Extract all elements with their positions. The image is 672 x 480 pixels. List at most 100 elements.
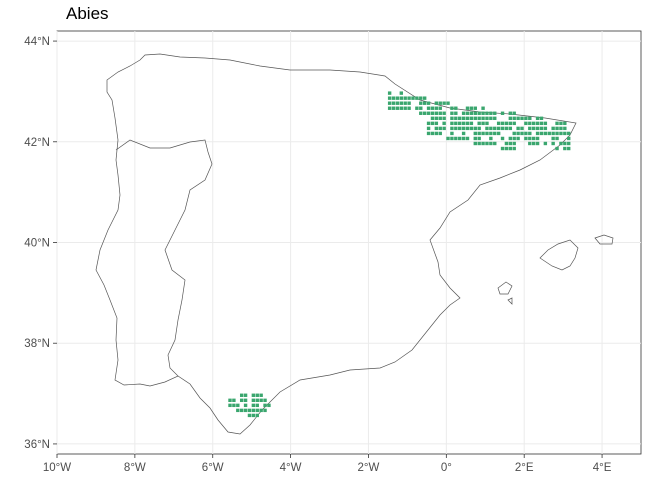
occurrence-cell — [535, 121, 540, 126]
occurrence-cell — [255, 413, 259, 418]
occurrence-cell — [551, 141, 555, 146]
occurrence-cell — [461, 136, 466, 141]
occurrence-cell — [430, 121, 435, 126]
occurrence-cell — [255, 398, 259, 403]
occurrence-cell — [493, 126, 497, 131]
occurrence-cell — [504, 126, 509, 131]
occurrence-cell — [228, 398, 232, 403]
occurrence-cell — [500, 146, 505, 151]
occurrence-cell — [543, 131, 548, 136]
occurrence-cell — [454, 121, 458, 126]
occurrence-cell — [438, 116, 442, 121]
coastline — [95, 53, 614, 435]
occurrence-cell — [419, 101, 423, 105]
occurrence-cell — [481, 141, 485, 146]
occurrence-cell — [489, 136, 493, 141]
occurrence-cell — [434, 106, 439, 110]
occurrence-cell — [403, 96, 407, 100]
occurrence-cell — [528, 121, 532, 126]
occurrence-cell — [251, 398, 256, 403]
occurrence-cell — [399, 91, 404, 95]
occurrence-cell — [267, 403, 271, 408]
y-tick-label: 44°N — [24, 36, 50, 48]
occurrence-cell — [493, 141, 497, 146]
y-tick-label: 40°N — [24, 238, 50, 250]
occurrence-cell — [450, 111, 454, 115]
occurrence-cell — [465, 111, 470, 115]
occurrence-cell — [251, 408, 256, 413]
x-tick-label: 8°W — [124, 462, 146, 474]
occurrence-cell — [236, 403, 240, 408]
occurrence-cell — [391, 101, 396, 105]
occurrence-cell — [251, 413, 256, 418]
x-tick-label: 2°E — [515, 462, 534, 474]
occurrence-cell — [535, 141, 540, 146]
occurrence-cell — [485, 131, 489, 136]
occurrence-cell — [450, 126, 454, 131]
occurrence-cell — [450, 131, 454, 136]
occurrence-cell — [430, 106, 435, 110]
occurrence-cell — [387, 101, 392, 105]
occurrence-cell — [524, 121, 528, 126]
occurrence-cell — [496, 121, 501, 126]
occurrence-cell — [535, 136, 540, 141]
occurrence-cell — [415, 96, 419, 100]
occurrence-cell — [535, 126, 540, 131]
occurrence-cell — [461, 116, 466, 121]
occurrence-cell — [477, 141, 481, 146]
occurrence-cell — [520, 131, 524, 136]
ibiza-coastline — [497, 281, 513, 295]
occurrence-cell — [504, 146, 509, 151]
occurrence-cell — [539, 116, 544, 121]
occurrence-cell — [422, 111, 427, 115]
occurrence-cell — [559, 126, 563, 131]
occurrence-cell — [473, 106, 477, 110]
occurrence-cell — [426, 101, 431, 105]
occurrence-cell — [473, 141, 477, 146]
occurrence-cell — [559, 121, 563, 126]
occurrence-cell — [508, 121, 513, 126]
occurrence-cell — [454, 116, 458, 121]
occurrence-cell — [247, 408, 252, 413]
occurrence-cell — [442, 101, 446, 105]
occurrence-cell — [567, 136, 571, 141]
occurrence-cell — [465, 136, 470, 141]
occurrence-cell — [543, 126, 548, 131]
occurrence-cell — [259, 393, 263, 397]
occurrence-cell — [500, 111, 505, 115]
occurrence-cell — [489, 141, 493, 146]
occurrence-cell — [535, 131, 540, 136]
occurrence-cell — [531, 121, 536, 126]
occurrence-cell — [419, 96, 423, 100]
occurrence-cell — [539, 126, 544, 131]
occurrence-cell — [524, 136, 528, 141]
occurrence-cell — [567, 141, 571, 146]
occurrence-cell — [239, 398, 244, 403]
occurrence-cell — [426, 131, 431, 136]
occurrence-cell — [481, 116, 485, 121]
occurrence-cell — [403, 106, 407, 110]
occurrence-cell — [512, 131, 516, 136]
occurrence-cell — [508, 141, 513, 146]
occurrence-cell — [399, 96, 404, 100]
occurrence-cell — [259, 398, 263, 403]
occurrence-cell — [528, 141, 532, 146]
occurrence-cell — [399, 106, 404, 110]
occurrence-cell — [493, 131, 497, 136]
occurrence-cell — [508, 146, 513, 151]
occurrence-cell — [512, 111, 516, 115]
occurrence-cell — [512, 116, 516, 121]
occurrence-cell — [489, 116, 493, 121]
occurrence-cell — [430, 111, 435, 115]
occurrence-cell — [446, 101, 450, 105]
occurrence-cell — [539, 131, 544, 136]
y-axis: 36°N 38°N 40°N 42°N 44°N — [24, 36, 57, 451]
occurrence-cell — [477, 111, 481, 115]
occurrence-cell — [473, 116, 477, 121]
occurrence-cell — [477, 126, 481, 131]
occurrence-cell — [512, 141, 516, 146]
occurrence-cell — [531, 126, 536, 131]
occurrence-cell — [473, 111, 477, 115]
occurrence-cell — [419, 111, 423, 115]
